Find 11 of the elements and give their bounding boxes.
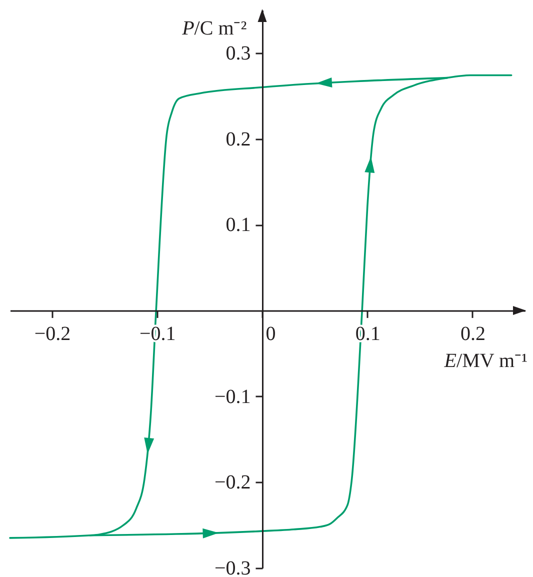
x-tick-label: −0.2 xyxy=(34,322,71,345)
x-axis-title: E/MV m⁻¹ xyxy=(443,350,528,372)
x-tick-label: 0.2 xyxy=(460,322,486,345)
y-tick-label: −0.3 xyxy=(214,558,251,577)
y-tick-label: −0.2 xyxy=(214,472,251,494)
y-tick-label: 0.1 xyxy=(226,214,251,236)
y-tick-label: 0.3 xyxy=(226,42,251,64)
y-tick-label: 0.2 xyxy=(226,128,251,150)
x-tick-label: 0 xyxy=(266,322,276,345)
y-tick-label: −0.1 xyxy=(214,386,251,408)
y-axis-title: P/C m⁻² xyxy=(181,18,247,40)
